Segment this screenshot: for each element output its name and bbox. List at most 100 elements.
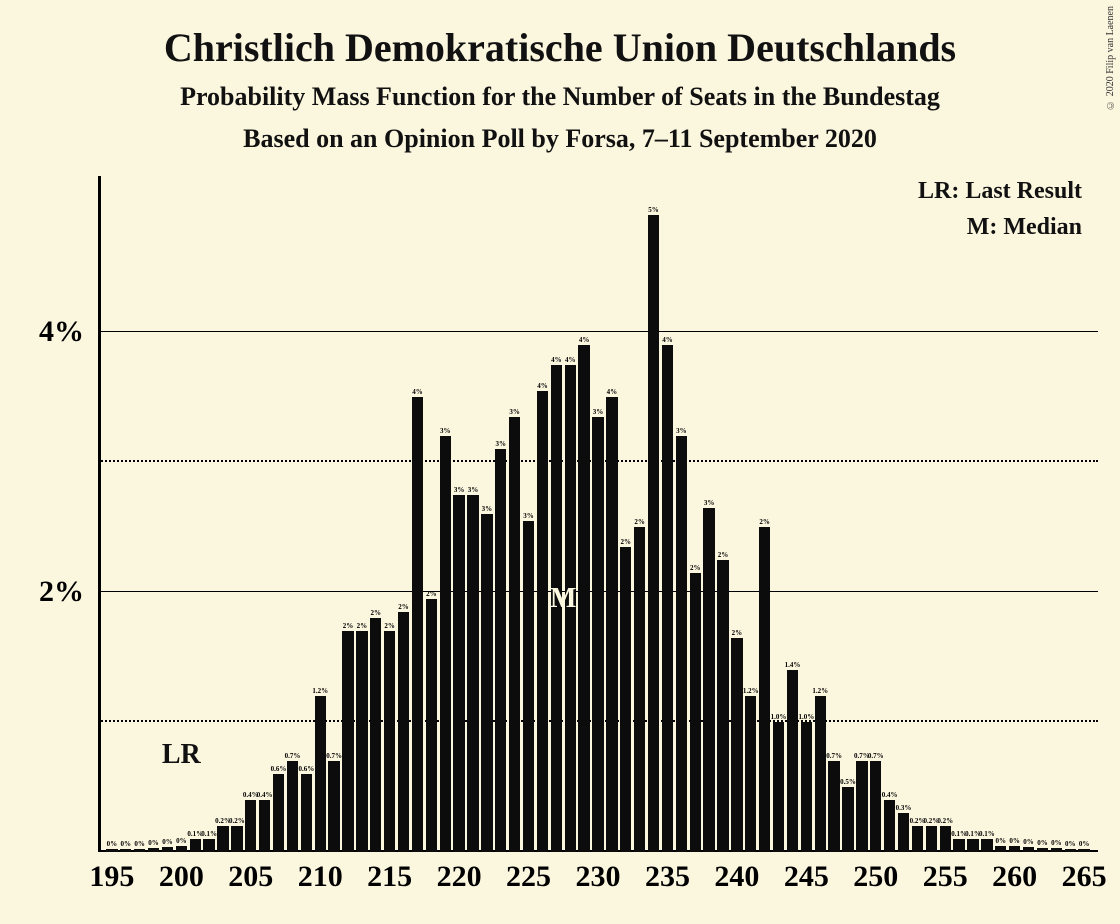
x-tick-label: 255 <box>923 852 968 894</box>
bar-value-label: 2% <box>343 622 354 630</box>
bar <box>1009 846 1020 853</box>
bar <box>523 521 534 853</box>
bar-value-label: 4% <box>565 356 576 364</box>
bar-value-label: 2% <box>634 518 645 526</box>
bar-value-label: 0% <box>176 837 187 845</box>
bar <box>134 849 145 852</box>
bar-value-label: 0.4% <box>882 791 898 799</box>
bar <box>328 761 339 852</box>
bar <box>787 670 798 852</box>
bar <box>634 527 645 852</box>
bar-value-label: 0.4% <box>257 791 273 799</box>
y-axis <box>98 176 101 852</box>
y-tick-label: 2% <box>39 575 98 609</box>
bar-value-label: 4% <box>579 336 590 344</box>
bar-value-label: 0.6% <box>271 765 287 773</box>
bar-value-label: 3% <box>523 512 534 520</box>
bar-value-label: 3% <box>704 499 715 507</box>
bar-value-label: 1.0% <box>771 713 787 721</box>
bar <box>398 612 409 853</box>
chart-subtitle-1: Probability Mass Function for the Number… <box>0 82 1120 112</box>
bar <box>828 761 839 852</box>
x-tick-label: 260 <box>992 852 1037 894</box>
bar-value-label: 4% <box>551 356 562 364</box>
bar <box>898 813 909 852</box>
bar <box>1037 848 1048 852</box>
bar-value-label: 0.2% <box>937 817 953 825</box>
bar <box>370 618 381 852</box>
bar-value-label: 1.2% <box>812 687 828 695</box>
bar-value-label: 0% <box>1023 838 1034 846</box>
bar-value-label: 0% <box>1037 839 1048 847</box>
bar <box>815 696 826 852</box>
x-tick-label: 230 <box>576 852 621 894</box>
bar-value-label: 2% <box>718 551 729 559</box>
bar <box>703 508 714 853</box>
bar-value-label: 2% <box>357 622 368 630</box>
bar <box>273 774 284 852</box>
marker-median: M <box>550 583 576 615</box>
x-tick-label: 235 <box>645 852 690 894</box>
marker-last-result: LR <box>162 739 201 771</box>
x-tick-label: 215 <box>367 852 412 894</box>
bar <box>315 696 326 852</box>
bar-value-label: 4% <box>662 336 673 344</box>
bar-value-label: 0% <box>1065 840 1076 848</box>
bar <box>148 848 159 852</box>
bar <box>426 599 437 853</box>
bar-value-label: 3% <box>482 505 493 513</box>
bar-value-label: 5% <box>648 206 659 214</box>
bar-value-label: 3% <box>468 486 479 494</box>
bar <box>440 436 451 852</box>
bar-value-label: 0% <box>121 840 132 848</box>
bar-value-label: 1.0% <box>798 713 814 721</box>
gridline-solid <box>98 331 1098 333</box>
x-tick-label: 265 <box>1062 852 1107 894</box>
bar <box>1023 847 1034 852</box>
bar-value-label: 0% <box>107 840 118 848</box>
bar-value-label: 2% <box>426 590 437 598</box>
bar <box>259 800 270 852</box>
copyright-text: © 2020 Filip van Laenen <box>1105 6 1116 110</box>
bar-value-label: 0.7% <box>868 752 884 760</box>
bar-value-label: 0.5% <box>840 778 856 786</box>
bar <box>745 696 756 852</box>
bar <box>301 774 312 852</box>
bar-value-label: 2% <box>621 538 632 546</box>
bar-value-label: 2% <box>690 564 701 572</box>
bar <box>801 722 812 852</box>
bar <box>1051 848 1062 852</box>
bar <box>1065 849 1076 852</box>
chart-subtitle-2: Based on an Opinion Poll by Forsa, 7–11 … <box>0 124 1120 154</box>
bar <box>356 631 367 852</box>
bar-value-label: 4% <box>537 382 548 390</box>
bar <box>995 846 1006 853</box>
bar <box>884 800 895 852</box>
x-tick-label: 200 <box>159 852 204 894</box>
bar <box>412 397 423 852</box>
bar <box>509 417 520 853</box>
bar-value-label: 2% <box>371 609 382 617</box>
bar <box>578 345 589 852</box>
bar-value-label: 4% <box>607 388 618 396</box>
bar-value-label: 1.2% <box>312 687 328 695</box>
bar <box>1078 849 1089 852</box>
bar-value-label: 3% <box>509 408 520 416</box>
bar <box>342 631 353 852</box>
bar <box>481 514 492 852</box>
bar <box>384 631 395 852</box>
bar <box>162 847 173 852</box>
chart-title: Christlich Demokratische Union Deutschla… <box>0 24 1120 71</box>
bar <box>620 547 631 853</box>
stage: Christlich Demokratische Union Deutschla… <box>0 0 1120 924</box>
bar <box>940 826 951 852</box>
bar <box>676 436 687 852</box>
bar <box>287 761 298 852</box>
bar-value-label: 2% <box>732 629 743 637</box>
x-tick-label: 250 <box>853 852 898 894</box>
bar-value-label: 0.1% <box>201 830 217 838</box>
bar <box>842 787 853 852</box>
bar-value-label: 3% <box>440 427 451 435</box>
bar-value-label: 0.7% <box>285 752 301 760</box>
bar <box>231 826 242 852</box>
